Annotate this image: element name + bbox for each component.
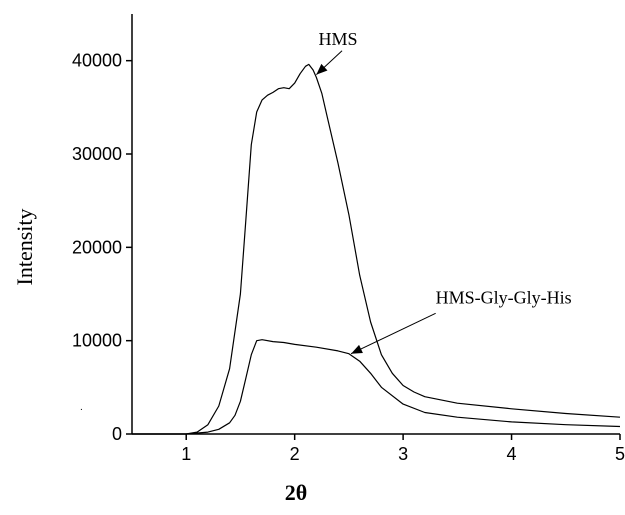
ticks-group: 1 2 3 4 5 0 10000 20000 30000 40000	[72, 51, 625, 464]
annotation-arrowhead	[351, 344, 363, 354]
x-axis-title: 2θ	[285, 480, 307, 505]
series-line-hms	[132, 63, 621, 435]
annotation-label: HMS-Gly-Gly-His	[436, 287, 572, 307]
series-layer	[132, 63, 621, 435]
x-tick-label: 2	[290, 444, 300, 464]
stray-dot: .	[80, 402, 83, 413]
y-tick-label: 20000	[72, 237, 122, 257]
y-axis-title: Intensity	[12, 209, 37, 286]
x-tick-label: 4	[507, 444, 517, 464]
x-tick-label: 1	[181, 444, 191, 464]
x-tick-label: 5	[615, 444, 625, 464]
annotation-arrowhead	[316, 63, 328, 75]
series-line-hms-gly-gly-his	[132, 339, 621, 435]
y-tick-label: 30000	[72, 144, 122, 164]
y-tick-label: 10000	[72, 331, 122, 351]
y-tick-label: 40000	[72, 51, 122, 71]
axes-group	[131, 14, 620, 435]
x-tick-label: 3	[398, 444, 408, 464]
annotation-label: HMS	[319, 29, 358, 49]
annotation-layer: HMS HMS-Gly-Gly-His	[316, 29, 572, 355]
annotation-leader	[350, 312, 436, 355]
y-tick-label: 0	[112, 424, 122, 444]
